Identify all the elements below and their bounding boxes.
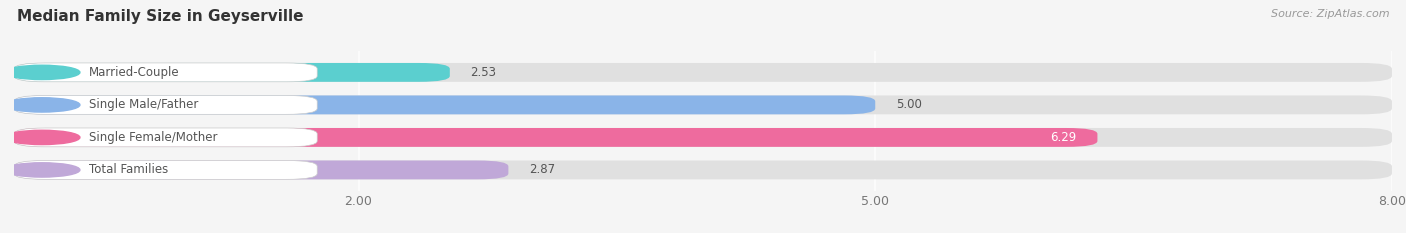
Circle shape — [4, 130, 80, 145]
FancyBboxPatch shape — [14, 161, 318, 179]
FancyBboxPatch shape — [14, 161, 509, 179]
Text: Median Family Size in Geyserville: Median Family Size in Geyserville — [17, 9, 304, 24]
FancyBboxPatch shape — [14, 63, 450, 82]
Circle shape — [4, 163, 80, 177]
Text: 6.29: 6.29 — [1050, 131, 1077, 144]
Text: 2.53: 2.53 — [471, 66, 496, 79]
Text: Married-Couple: Married-Couple — [89, 66, 179, 79]
Text: Single Female/Mother: Single Female/Mother — [89, 131, 217, 144]
Text: Single Male/Father: Single Male/Father — [89, 98, 198, 111]
FancyBboxPatch shape — [14, 96, 875, 114]
Circle shape — [4, 98, 80, 112]
FancyBboxPatch shape — [14, 63, 1392, 82]
Text: 5.00: 5.00 — [896, 98, 922, 111]
FancyBboxPatch shape — [14, 161, 1392, 179]
Text: Source: ZipAtlas.com: Source: ZipAtlas.com — [1271, 9, 1389, 19]
FancyBboxPatch shape — [14, 128, 1392, 147]
FancyBboxPatch shape — [14, 128, 1098, 147]
FancyBboxPatch shape — [14, 128, 318, 147]
FancyBboxPatch shape — [14, 63, 318, 82]
FancyBboxPatch shape — [14, 96, 1392, 114]
Text: Total Families: Total Families — [89, 163, 167, 176]
FancyBboxPatch shape — [14, 96, 318, 114]
Circle shape — [4, 65, 80, 79]
Text: 2.87: 2.87 — [529, 163, 555, 176]
